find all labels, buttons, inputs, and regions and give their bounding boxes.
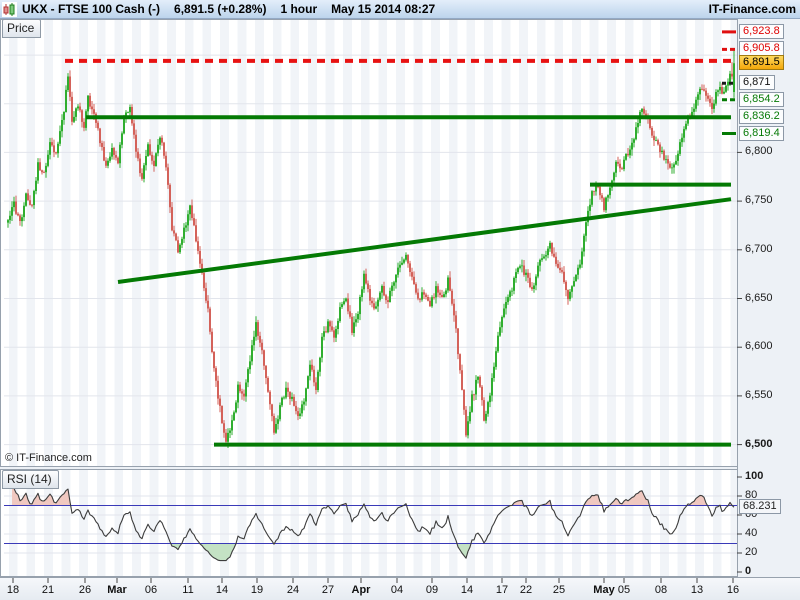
time-tick-label: 11 <box>182 584 194 596</box>
time-tick-label: 18 <box>6 584 20 596</box>
time-tick-label: 14 <box>460 584 474 596</box>
timeframe-readout: 1 hour <box>280 2 318 16</box>
time-tick-label: 26 <box>78 584 92 596</box>
price-tick-label: 6,650 <box>745 291 773 304</box>
price-panel-background[interactable] <box>0 19 737 466</box>
edge-level-markers <box>722 30 736 135</box>
rsi-oversold-fill <box>170 543 471 561</box>
time-tick-label: Mar <box>107 584 127 596</box>
time-tick-label: 04 <box>390 584 404 596</box>
brand-label: IT-Finance.com <box>708 2 796 16</box>
time-tick-label: 24 <box>286 584 300 596</box>
time-axis[interactable] <box>0 577 800 600</box>
price-tick-label: 6,500 <box>745 437 773 450</box>
rsi-tick-label: 20 <box>745 546 758 558</box>
time-tick-label: 21 <box>41 584 55 596</box>
drawn-lines[interactable] <box>65 58 737 447</box>
time-tick-label: 19 <box>250 584 264 596</box>
level-label: 6,905.8 <box>739 41 784 57</box>
rsi-gridlines <box>4 495 737 554</box>
time-tick-label: 27 <box>321 584 335 596</box>
rsi-tick-label: 40 <box>745 527 758 539</box>
last-price-label: 6,891.5 <box>739 55 784 71</box>
rsi-bands <box>4 505 737 544</box>
time-tick-label: 22 <box>519 584 533 596</box>
level-label: 6,871 <box>739 75 775 91</box>
candles <box>7 48 735 448</box>
symbol-title: UKX - FTSE 100 Cash (-) <box>22 2 161 16</box>
time-tick-label: 14 <box>215 584 229 596</box>
price-gridlines <box>4 54 737 446</box>
time-tick-label: 16 <box>726 584 740 596</box>
watermark: © IT-Finance.com <box>5 452 92 464</box>
price-tab[interactable]: Price <box>2 19 42 38</box>
rsi-line <box>12 487 735 562</box>
price-tick-label: 6,750 <box>745 194 773 207</box>
level-label: 6,819.4 <box>739 125 784 141</box>
rsi-value-label: 68.231 <box>739 499 781 515</box>
axis-tick-marks <box>12 151 742 583</box>
price-tick-label: 6,800 <box>745 145 773 158</box>
time-tick-label: 25 <box>552 584 566 596</box>
rsi-tick-label: 80 <box>745 489 758 501</box>
time-tick-label: Apr <box>351 584 371 596</box>
rising-trendline <box>117 197 732 284</box>
time-tick-label: 08 <box>654 584 668 596</box>
level-label: 6,854.2 <box>739 91 784 107</box>
time-tick-label: 13 <box>690 584 704 596</box>
rsi-tick-label: 100 <box>745 470 764 482</box>
time-tick-label: May <box>593 584 615 596</box>
time-tick-label: 09 <box>425 584 439 596</box>
price-tick-label: 6,700 <box>745 242 773 255</box>
last-price-readout: 6,891.5 (+0.28%) <box>174 2 267 16</box>
rsi-tab[interactable]: RSI (14) <box>2 470 59 489</box>
datetime-readout: May 15 2014 08:27 <box>331 2 436 16</box>
candlestick-icon <box>2 1 17 17</box>
time-tick-label: 17 <box>495 584 509 596</box>
price-tick-label: 6,600 <box>745 340 773 353</box>
title-bar: UKX - FTSE 100 Cash (-) 6,891.5 (+0.28%)… <box>0 0 800 19</box>
rsi-panel-background[interactable] <box>0 469 737 577</box>
price-tick-label: 6,550 <box>745 388 773 401</box>
time-tick-label: 05 <box>617 584 631 596</box>
level-label: 6,836.2 <box>739 109 784 125</box>
rsi-tick-label: 0 <box>745 565 752 577</box>
time-tick-label: 06 <box>144 584 158 596</box>
level-label: 6,923.8 <box>739 23 784 39</box>
